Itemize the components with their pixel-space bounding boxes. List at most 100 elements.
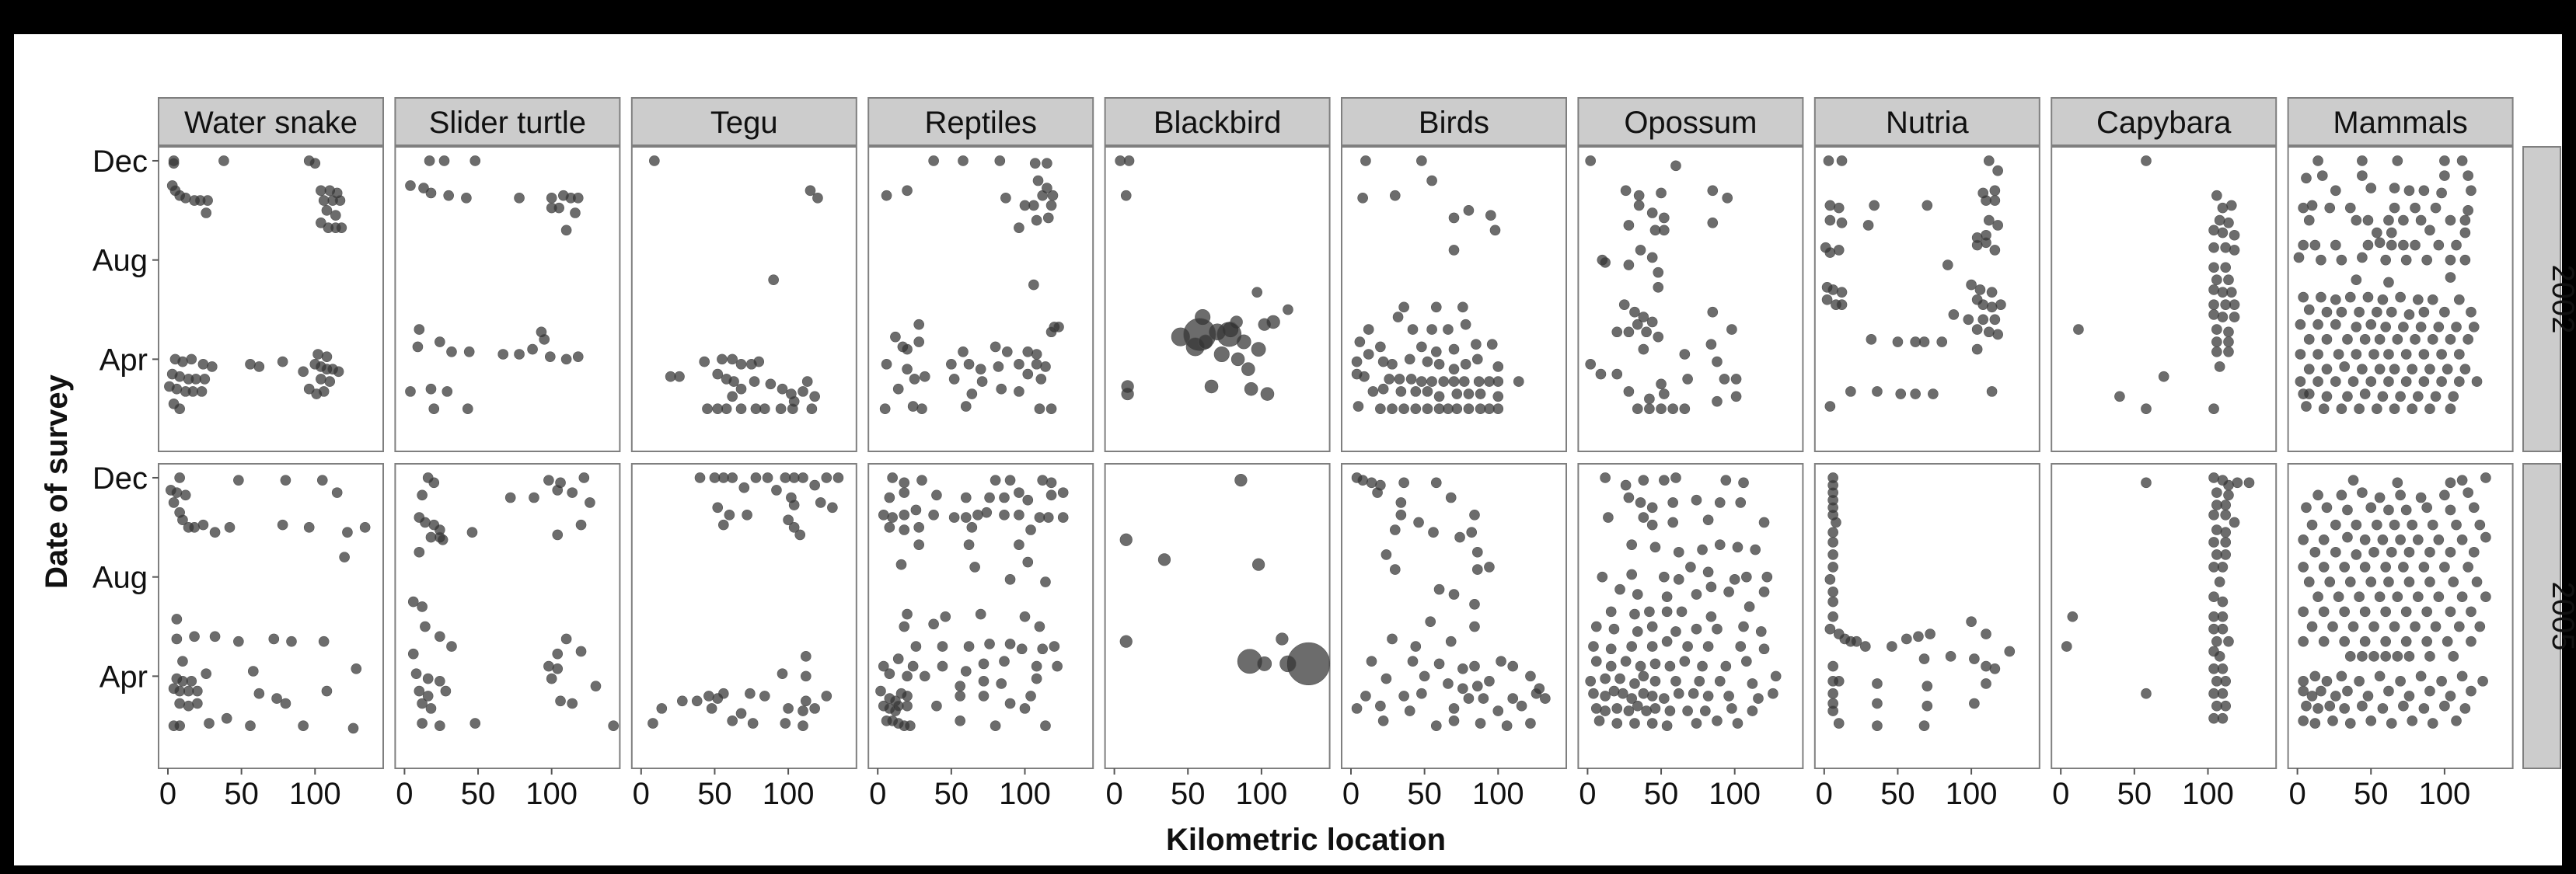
data-point <box>425 531 437 543</box>
data-point <box>425 703 437 714</box>
data-point <box>1995 299 2006 310</box>
data-point <box>2445 477 2456 489</box>
data-point <box>1360 155 1371 166</box>
data-point <box>1443 678 1454 689</box>
data-point <box>2330 691 2341 702</box>
data-point <box>171 614 183 625</box>
data-point <box>2298 606 2309 618</box>
data-point <box>1656 187 1667 199</box>
data-point <box>1029 158 1041 169</box>
data-point <box>1040 720 1051 732</box>
panel-frame <box>2051 146 2278 452</box>
data-point <box>2424 225 2435 236</box>
data-point <box>187 386 198 397</box>
data-point <box>1600 705 1611 716</box>
data-point <box>1375 341 1386 353</box>
data-point <box>1384 374 1395 385</box>
data-point <box>2342 391 2353 402</box>
data-point <box>2359 334 2371 345</box>
data-point <box>1720 660 1732 672</box>
data-point <box>1004 574 1016 585</box>
data-point <box>2410 621 2421 632</box>
x-tick-label: 0 <box>869 777 886 811</box>
data-point <box>1670 472 1681 483</box>
data-point <box>787 403 798 415</box>
data-point <box>2454 349 2465 360</box>
data-point <box>1827 527 1838 538</box>
data-point <box>2211 190 2222 201</box>
data-point <box>572 351 584 362</box>
data-point <box>2208 299 2219 310</box>
data-point <box>721 403 732 415</box>
data-point <box>753 356 765 367</box>
data-point <box>2303 576 2315 587</box>
data-point <box>1463 403 1475 415</box>
panel-mammals-2002 <box>2287 146 2514 452</box>
data-point <box>2347 475 2359 486</box>
data-point <box>2427 334 2438 345</box>
data-point <box>2389 403 2400 415</box>
data-point <box>2413 391 2424 402</box>
data-point <box>560 353 572 365</box>
data-point <box>1600 691 1611 702</box>
data-point <box>1473 376 1485 387</box>
data-point <box>1600 257 1611 268</box>
data-point <box>1119 533 1133 546</box>
data-point <box>1620 185 1632 197</box>
data-point <box>1443 403 1454 415</box>
data-point <box>565 193 577 204</box>
data-point <box>999 510 1010 521</box>
data-point <box>1037 643 1048 655</box>
data-point <box>2217 623 2229 635</box>
data-point <box>919 670 930 682</box>
data-point <box>1614 583 1625 595</box>
data-point <box>1667 497 1678 508</box>
x-tick-label: 100 <box>999 777 1051 811</box>
data-point <box>1824 247 1836 258</box>
data-point <box>1659 475 1670 486</box>
data-point <box>1398 301 1409 313</box>
data-point <box>2330 185 2341 197</box>
points-slider-turtle-2005 <box>407 472 619 732</box>
data-point <box>2141 155 2152 166</box>
data-point <box>1022 368 1034 380</box>
data-point <box>1738 477 1749 489</box>
data-point <box>1649 225 1661 236</box>
data-point <box>1714 675 1726 687</box>
data-point <box>1590 621 1602 632</box>
data-point <box>405 386 416 397</box>
data-point <box>1045 200 1057 211</box>
data-point <box>575 519 587 531</box>
strip-box <box>630 97 857 146</box>
data-point <box>1702 514 1714 526</box>
data-point <box>190 374 201 385</box>
data-point <box>555 695 566 707</box>
data-point <box>827 502 838 514</box>
data-point <box>2433 534 2445 545</box>
data-point <box>1705 611 1717 622</box>
points-mammals-2002 <box>2293 155 2483 415</box>
data-point <box>1597 571 1608 583</box>
data-point <box>2351 349 2362 360</box>
data-point <box>1649 658 1661 670</box>
data-point <box>2442 364 2453 374</box>
data-point <box>2424 403 2435 415</box>
data-point <box>2208 262 2219 273</box>
data-point <box>422 691 434 702</box>
data-point <box>1471 546 1483 558</box>
data-point <box>794 529 806 541</box>
data-point <box>2208 688 2219 699</box>
data-point <box>940 611 951 622</box>
data-point <box>2413 294 2424 305</box>
data-point <box>2410 334 2421 345</box>
data-point <box>1646 519 1658 531</box>
panel-tegu-2002 <box>630 146 857 452</box>
data-point <box>2445 272 2456 283</box>
x-tick-label: 100 <box>763 777 815 811</box>
data-point <box>2344 291 2356 303</box>
data-point <box>546 193 557 204</box>
strip-box <box>867 97 1094 146</box>
panel-blackbird-2002 <box>1104 146 1331 452</box>
data-point <box>2351 519 2362 531</box>
data-point <box>2407 716 2418 726</box>
